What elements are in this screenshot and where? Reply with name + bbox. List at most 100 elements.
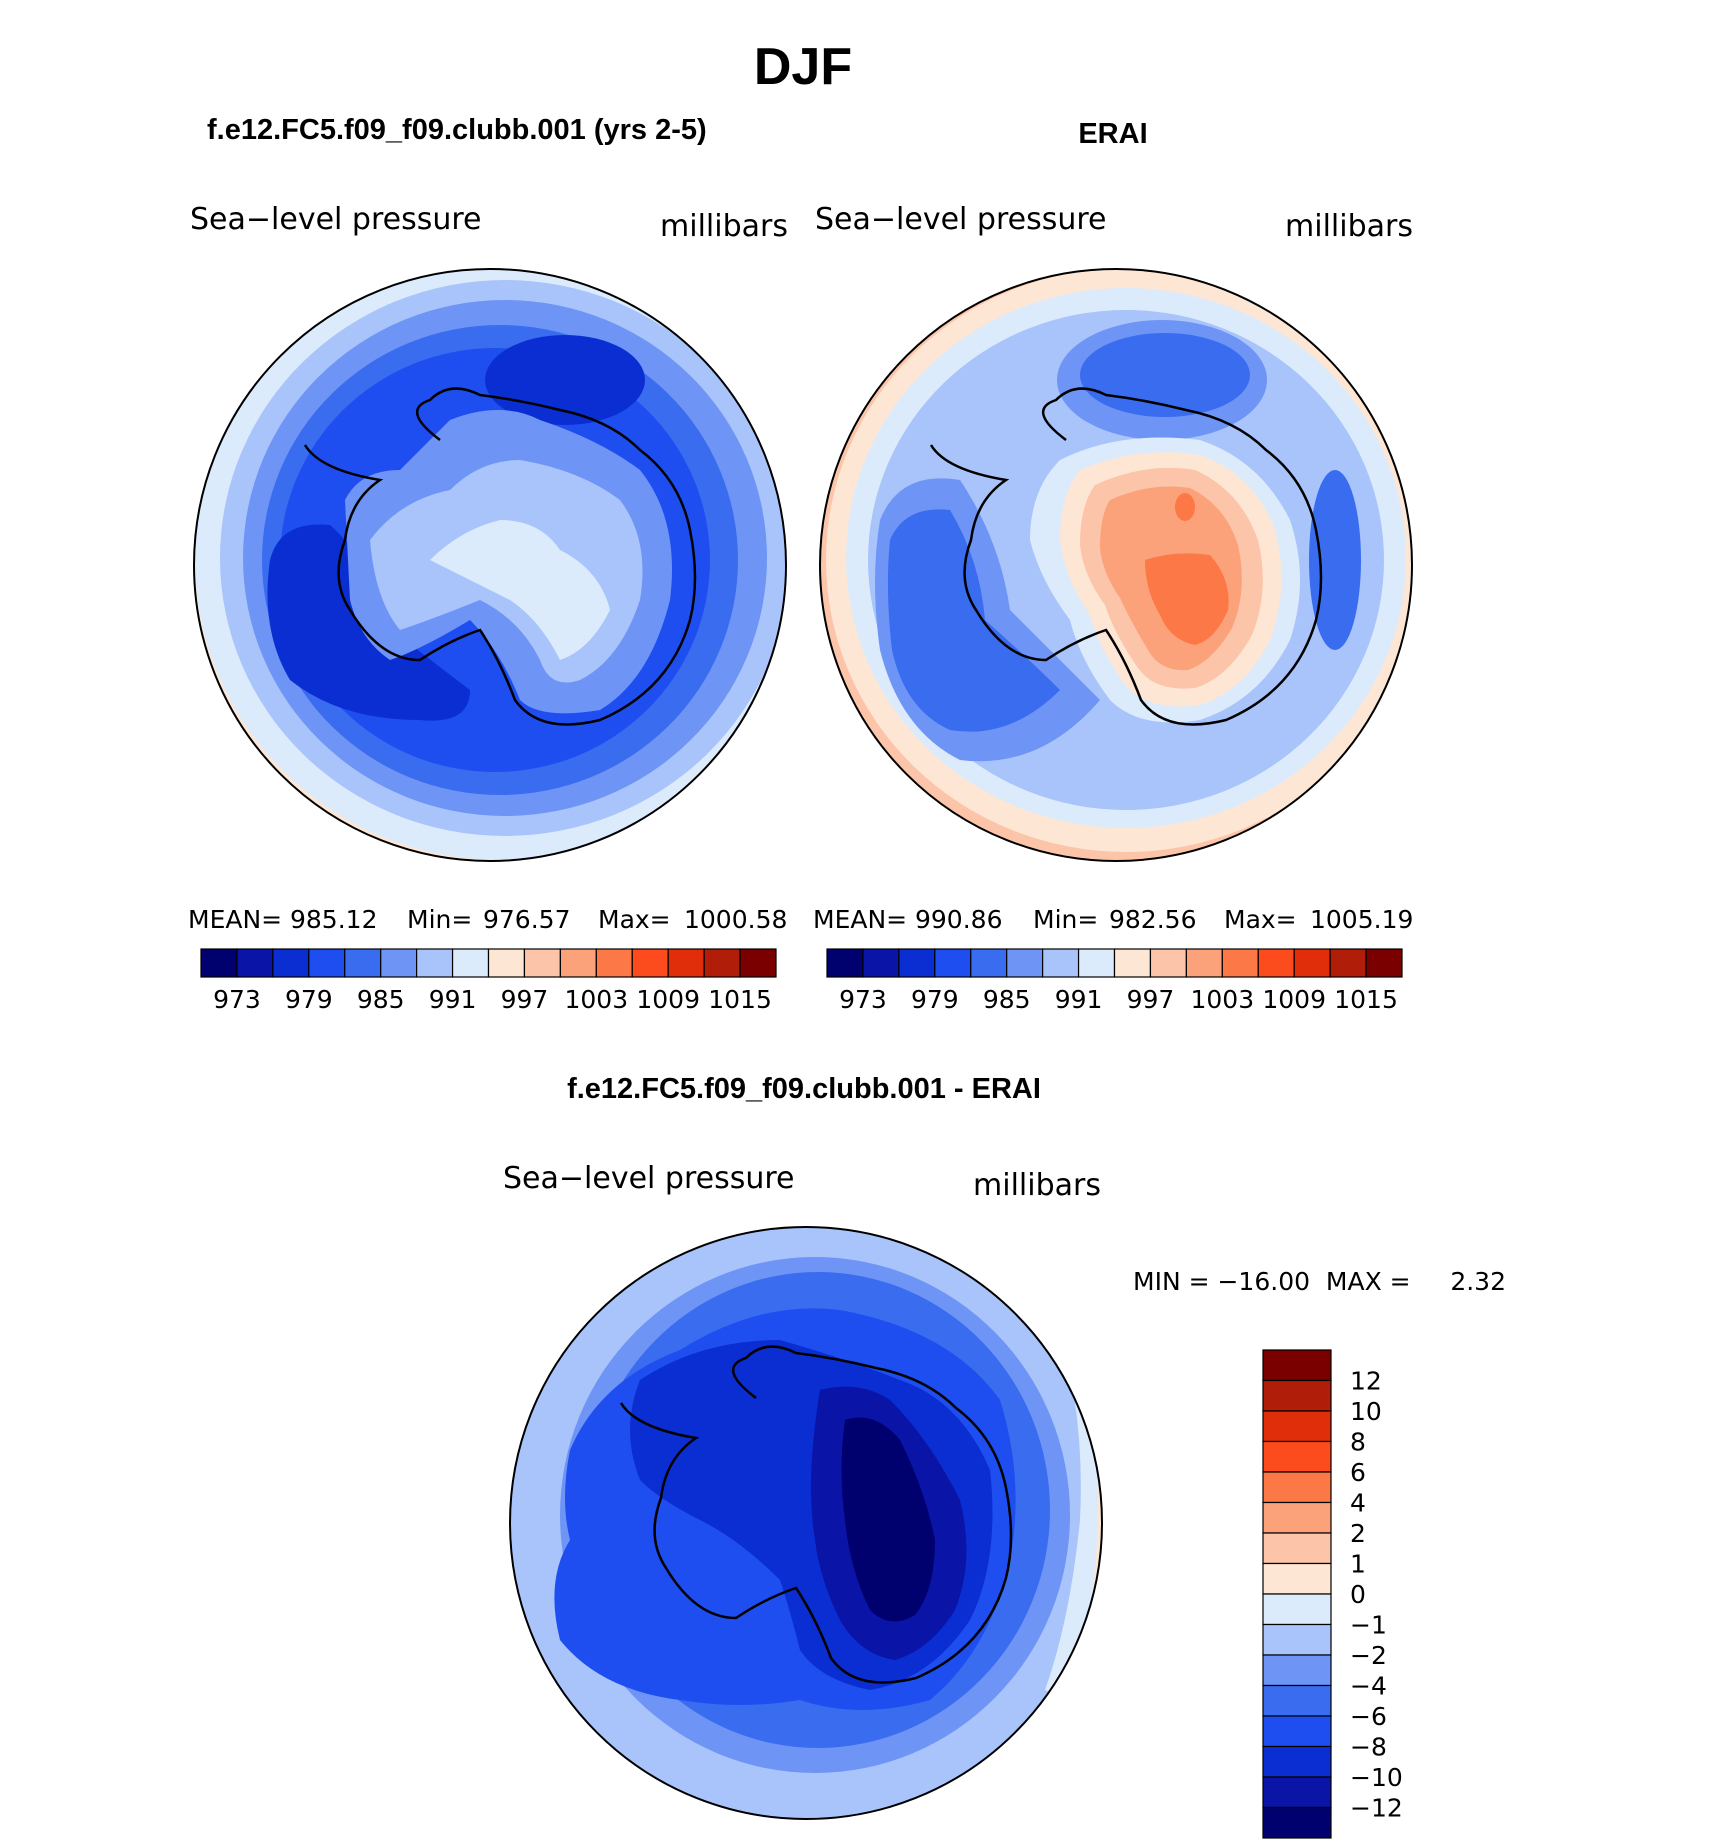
panel-obs-stats: MEAN= 990.86 Min= 982.56 Max= 1005.19 [813, 905, 1413, 934]
colorbar-tick-label: 1009 [1262, 985, 1326, 1014]
colorbar-swatch [934, 948, 972, 978]
colorbar-swatch [1262, 1776, 1332, 1809]
colorbar-swatch [1262, 1623, 1332, 1656]
colorbar-tick-label: 8 [1350, 1428, 1366, 1457]
panel-obs-colorbar: 973 979 985 991 997 1003 1009 1015 [826, 948, 1403, 1014]
colorbar-tick-label: 991 [1055, 985, 1103, 1014]
antarctica-coastline [929, 387, 1323, 726]
colorbar-tick-label: 4 [1350, 1489, 1366, 1518]
colorbar-swatch [416, 948, 454, 978]
panel-model-map [193, 268, 787, 862]
colorbar-tick-label: 1015 [708, 985, 772, 1014]
panel-diff-map [509, 1226, 1103, 1820]
colorbar-tick-label: 1009 [636, 985, 700, 1014]
colorbar-swatch [1293, 948, 1331, 978]
map-ant-991 [430, 520, 610, 660]
colorbar-tick-label: −6 [1350, 1702, 1387, 1731]
colorbar-swatch [970, 948, 1008, 978]
max-value: 1005.19 [1310, 905, 1413, 934]
colorbar-swatch [1262, 1745, 1332, 1778]
colorbar-swatch [308, 948, 346, 978]
colorbar-swatch [272, 948, 310, 978]
colorbar-swatch [487, 948, 526, 978]
panel-obs-units: millibars [1285, 209, 1413, 244]
map-boundary [509, 1226, 1103, 1820]
colorbar-tick-label: 997 [501, 985, 549, 1014]
colorbar-swatch [1262, 1440, 1332, 1473]
map-low-north [1080, 333, 1250, 417]
colorbar-tick-label: 985 [983, 985, 1031, 1014]
colorbar-swatch [1262, 1593, 1332, 1626]
colorbar-swatch [1149, 948, 1187, 978]
colorbar-swatch [1262, 1684, 1332, 1717]
min-label: Min= [1033, 905, 1098, 934]
colorbar-tick-label: 1003 [565, 985, 629, 1014]
colorbar-swatch [739, 948, 777, 978]
colorbar-swatch [1262, 1806, 1332, 1839]
colorbar-swatch [523, 948, 561, 978]
figure-title: DJF [754, 38, 852, 96]
colorbar-swatch [1257, 948, 1295, 978]
colorbar-tick-label: −4 [1350, 1672, 1387, 1701]
colorbar-swatch [1329, 948, 1367, 978]
colorbar-swatch [1077, 948, 1116, 978]
colorbar-tick-label: 1015 [1334, 985, 1398, 1014]
colorbar-tick-label: 979 [285, 985, 333, 1014]
colorbar-tick-label: 991 [429, 985, 477, 1014]
colorbar-tick-label: −1 [1350, 1611, 1387, 1640]
panel-diff-minmax: MIN = −16.00 MAX = 2.32 [1133, 1267, 1506, 1296]
colorbar-swatch [1262, 1349, 1332, 1382]
colorbar-tick-label: −12 [1350, 1794, 1403, 1823]
colorbar-tick-label: 10 [1350, 1397, 1382, 1426]
min-value: 976.57 [483, 905, 570, 934]
panel-model-units: millibars [660, 209, 788, 244]
panel-model-variable: Sea−level pressure [190, 202, 481, 237]
map-boundary [193, 268, 787, 862]
colorbar-swatch [826, 948, 864, 978]
mean-label: MEAN= [813, 905, 907, 934]
colorbar-swatch [344, 948, 382, 978]
colorbar-swatch [1006, 948, 1044, 978]
panel-obs-map [819, 268, 1413, 862]
panel-diff-variable: Sea−level pressure [503, 1161, 794, 1196]
colorbar-swatch [236, 948, 274, 978]
colorbar-swatch [1113, 948, 1152, 978]
colorbar-swatch [862, 948, 900, 978]
colorbar-tick-label: 985 [357, 985, 405, 1014]
map-low-east [1309, 470, 1361, 650]
panel-obs-variable: Sea−level pressure [815, 202, 1106, 237]
colorbar-tick-label: −2 [1350, 1641, 1387, 1670]
mean-label: MEAN= [188, 905, 282, 934]
min-value: 982.56 [1109, 905, 1196, 934]
colorbar-swatch [380, 948, 418, 978]
colorbar-swatch [595, 948, 633, 978]
colorbar-tick-label: −10 [1350, 1763, 1403, 1792]
colorbar-swatch [559, 948, 597, 978]
colorbar-swatch [1262, 1379, 1332, 1412]
colorbar-swatch [451, 948, 490, 978]
map-fill-m14 [841, 1417, 935, 1622]
panel-model-case-title: f.e12.FC5.f09_f09.clubb.001 (yrs 2-5) [207, 114, 707, 146]
max-label: Max= [598, 905, 671, 934]
colorbar-tick-label: −8 [1350, 1733, 1387, 1762]
colorbar-tick-label: 12 [1350, 1367, 1382, 1396]
colorbar-swatch [667, 948, 705, 978]
colorbar-tick-label: 1 [1350, 1550, 1366, 1579]
mean-value: 985.12 [290, 905, 377, 934]
colorbar-tick-label: 1003 [1191, 985, 1255, 1014]
colorbar-swatch [1262, 1532, 1332, 1565]
colorbar-tick-label: 2 [1350, 1519, 1366, 1548]
max-label: Max= [1224, 905, 1297, 934]
colorbar-swatch [898, 948, 936, 978]
map-pos-nw-core [530, 1227, 630, 1290]
colorbar-tick-label: 973 [213, 985, 261, 1014]
colorbar-swatch [1221, 948, 1259, 978]
panel-model-colorbar: 973 979 985 991 997 1003 1009 1015 [200, 948, 777, 1014]
colorbar-tick-label: 973 [839, 985, 887, 1014]
colorbar-tick-label: 0 [1350, 1580, 1366, 1609]
panel-diff-case-title: f.e12.FC5.f09_f09.clubb.001 - ERAI [567, 1073, 1041, 1105]
panel-obs-case-title: ERAI [1078, 118, 1147, 150]
antarctica-coastline [303, 387, 697, 726]
